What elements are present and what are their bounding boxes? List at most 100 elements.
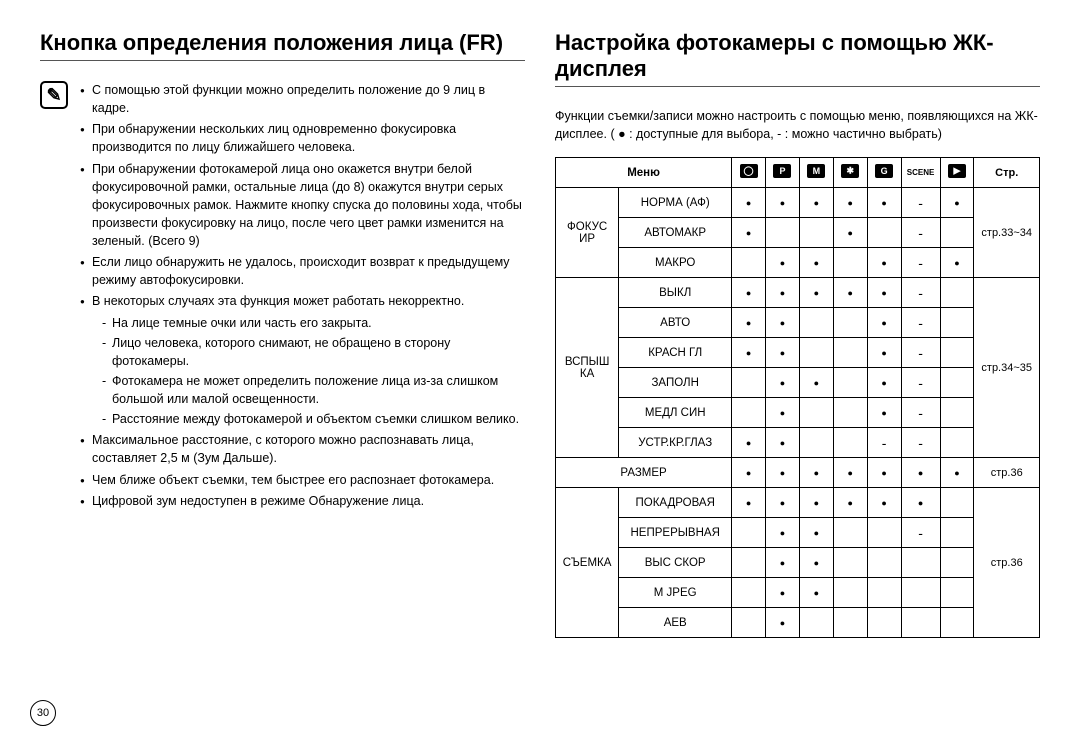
- matrix-cell: [867, 278, 901, 308]
- sub-item: Фотокамера не может определить положение…: [102, 372, 525, 408]
- sub-item: На лице темные очки или часть его закрыт…: [102, 314, 525, 332]
- matrix-cell: [833, 368, 867, 398]
- matrix-cell: [833, 548, 867, 578]
- menu-label: ВЫС СКОР: [619, 548, 732, 578]
- matrix-cell: [732, 278, 766, 308]
- matrix-cell: [833, 338, 867, 368]
- category-cell: ВСПЫШ КА: [556, 278, 619, 458]
- menu-label: AEB: [619, 608, 732, 638]
- matrix-cell: [766, 578, 800, 608]
- matrix-cell: [940, 548, 974, 578]
- mode-icon: [833, 158, 867, 188]
- matrix-cell: [732, 398, 766, 428]
- matrix-cell: [732, 218, 766, 248]
- matrix-cell: [833, 458, 867, 488]
- matrix-cell: [833, 608, 867, 638]
- table-row: УСТР.КР.ГЛАЗ: [556, 428, 1040, 458]
- matrix-cell: [799, 548, 833, 578]
- table-row: МАКРО: [556, 248, 1040, 278]
- matrix-cell: [799, 518, 833, 548]
- matrix-cell: [732, 368, 766, 398]
- table-row: ВСПЫШ КАВЫКЛстр.34~35: [556, 278, 1040, 308]
- menu-label: ЗАПОЛН: [619, 368, 732, 398]
- page-number: 30: [30, 700, 56, 726]
- matrix-cell: [732, 248, 766, 278]
- matrix-cell: [833, 218, 867, 248]
- matrix-cell: [867, 188, 901, 218]
- mode-icon: SCENE: [901, 158, 940, 188]
- bullet-list: С помощью этой функции можно определить …: [80, 81, 525, 513]
- mode-icon: [867, 158, 901, 188]
- matrix-cell: [833, 488, 867, 518]
- matrix-cell: [799, 218, 833, 248]
- bullet-item: Максимальное расстояние, с которого можн…: [80, 431, 525, 467]
- matrix-cell: [901, 398, 940, 428]
- matrix-cell: [940, 338, 974, 368]
- matrix-cell: [766, 248, 800, 278]
- table-row: ФОКУС ИРНОРМА (АФ)стр.33~34: [556, 188, 1040, 218]
- matrix-cell: [766, 518, 800, 548]
- matrix-cell: [940, 188, 974, 218]
- matrix-cell: [940, 518, 974, 548]
- matrix-cell: [901, 488, 940, 518]
- matrix-cell: [799, 458, 833, 488]
- matrix-cell: [799, 488, 833, 518]
- menu-label: АВТОМАКР: [619, 218, 732, 248]
- menu-label: НЕПРЕРЫВНАЯ: [619, 518, 732, 548]
- matrix-cell: [799, 248, 833, 278]
- matrix-cell: [867, 428, 901, 458]
- menu-label: ВЫКЛ: [619, 278, 732, 308]
- bullet-item: С помощью этой функции можно определить …: [80, 81, 525, 117]
- matrix-cell: [732, 578, 766, 608]
- intro-text: Функции съемки/записи можно настроить с …: [555, 107, 1040, 143]
- matrix-cell: [766, 458, 800, 488]
- bullet-item: При обнаружении фотокамерой лица оно ока…: [80, 160, 525, 251]
- mode-icon: [732, 158, 766, 188]
- right-title: Настройка фотокамеры с помощью ЖК-диспле…: [555, 30, 1040, 82]
- bullet-item: Цифровой зум недоступен в режиме Обнаруж…: [80, 492, 525, 510]
- bullet-item: При обнаружении нескольких лиц одновреме…: [80, 120, 525, 156]
- matrix-cell: [766, 308, 800, 338]
- page-header: Стр.: [974, 158, 1040, 188]
- matrix-cell: [766, 278, 800, 308]
- matrix-cell: [901, 278, 940, 308]
- category-cell: ФОКУС ИР: [556, 188, 619, 278]
- table-row: РАЗМЕРстр.36: [556, 458, 1040, 488]
- matrix-cell: [833, 188, 867, 218]
- matrix-cell: [799, 578, 833, 608]
- category-cell: РАЗМЕР: [556, 458, 732, 488]
- matrix-cell: [732, 188, 766, 218]
- matrix-cell: [901, 548, 940, 578]
- matrix-cell: [799, 368, 833, 398]
- left-title: Кнопка определения положения лица (FR): [40, 30, 525, 56]
- matrix-cell: [799, 278, 833, 308]
- matrix-cell: [940, 398, 974, 428]
- matrix-cell: [867, 488, 901, 518]
- matrix-cell: [833, 398, 867, 428]
- divider: [555, 86, 1040, 87]
- matrix-cell: [766, 398, 800, 428]
- table-row: АВТОМАКР: [556, 218, 1040, 248]
- matrix-cell: [940, 308, 974, 338]
- menu-label: МЕДЛ СИН: [619, 398, 732, 428]
- matrix-cell: [901, 458, 940, 488]
- divider: [40, 60, 525, 61]
- matrix-cell: [833, 518, 867, 548]
- menu-label: АВТО: [619, 308, 732, 338]
- table-row: КРАСН ГЛ: [556, 338, 1040, 368]
- matrix-cell: [940, 218, 974, 248]
- matrix-cell: [766, 368, 800, 398]
- matrix-cell: [799, 308, 833, 338]
- matrix-cell: [901, 518, 940, 548]
- matrix-cell: [833, 308, 867, 338]
- table-header-row: Меню SCENE Стр.: [556, 158, 1040, 188]
- matrix-cell: [732, 428, 766, 458]
- menu-label: УСТР.КР.ГЛАЗ: [619, 428, 732, 458]
- matrix-cell: [867, 458, 901, 488]
- matrix-cell: [867, 248, 901, 278]
- table-row: M JPEG: [556, 578, 1040, 608]
- table-row: AEB: [556, 608, 1040, 638]
- matrix-cell: [799, 608, 833, 638]
- matrix-cell: [833, 428, 867, 458]
- matrix-cell: [799, 428, 833, 458]
